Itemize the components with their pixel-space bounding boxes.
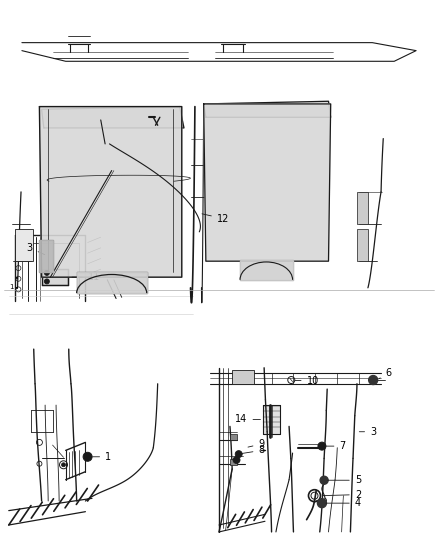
Text: 14: 14 (235, 415, 261, 424)
Text: 10: 10 (295, 376, 319, 385)
Polygon shape (204, 104, 331, 261)
Circle shape (83, 453, 92, 461)
Text: 8: 8 (240, 446, 265, 455)
Circle shape (235, 450, 242, 458)
Bar (263, 405, 280, 434)
Polygon shape (77, 272, 147, 293)
Text: 5: 5 (328, 475, 361, 485)
Text: 3: 3 (27, 243, 45, 255)
Circle shape (233, 456, 240, 464)
Bar (357, 192, 368, 224)
Text: 6: 6 (379, 368, 392, 378)
Text: 12: 12 (202, 214, 229, 223)
Circle shape (44, 279, 49, 284)
Circle shape (61, 463, 66, 467)
Bar (230, 434, 237, 440)
Polygon shape (39, 240, 53, 272)
Polygon shape (204, 101, 331, 117)
Text: 9: 9 (248, 439, 265, 449)
Bar (232, 370, 254, 384)
Text: 4: 4 (326, 498, 361, 508)
Circle shape (318, 442, 326, 450)
Text: 1: 1 (92, 452, 111, 462)
Circle shape (318, 499, 326, 507)
Text: 3: 3 (359, 427, 376, 437)
Text: 7: 7 (325, 441, 346, 451)
Polygon shape (240, 260, 293, 280)
Text: •: • (14, 286, 19, 293)
Bar (42, 269, 68, 285)
Polygon shape (39, 107, 182, 277)
Text: 2: 2 (322, 490, 361, 499)
Text: 1: 1 (10, 284, 14, 290)
Text: 11: 11 (72, 272, 100, 282)
Bar (15, 229, 33, 261)
Circle shape (369, 376, 378, 384)
Bar (230, 459, 237, 465)
Polygon shape (42, 107, 184, 128)
Text: •: • (14, 276, 19, 282)
Bar (357, 229, 368, 261)
Circle shape (44, 270, 49, 276)
Circle shape (320, 476, 328, 484)
